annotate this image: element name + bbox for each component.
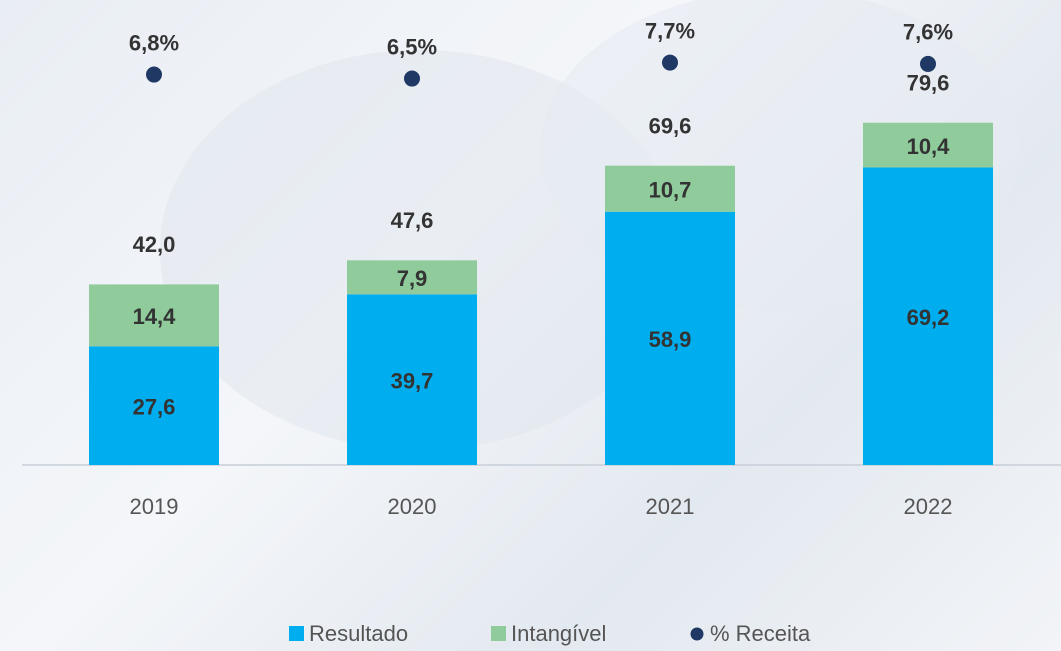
bar-segment bbox=[347, 260, 477, 295]
dot bbox=[146, 66, 162, 83]
value-label: 7,7% bbox=[645, 18, 695, 43]
dot bbox=[920, 55, 936, 72]
legend-marker bbox=[690, 627, 704, 641]
legend-label: Resultado bbox=[309, 621, 408, 646]
bar-segment bbox=[347, 294, 477, 465]
value-label: 14,4 bbox=[133, 304, 177, 329]
x-tick-label: 2020 bbox=[388, 494, 437, 519]
value-label: 6,8% bbox=[129, 30, 179, 55]
legend-label: Intangível bbox=[511, 621, 606, 646]
value-label: 7,9 bbox=[397, 266, 428, 291]
value-label: 58,9 bbox=[649, 327, 692, 352]
dot bbox=[662, 54, 678, 71]
total-label: 79,6 bbox=[907, 71, 950, 96]
value-label: 39,7 bbox=[391, 368, 434, 393]
bar-segment bbox=[605, 165, 735, 212]
value-label: 10,4 bbox=[907, 134, 951, 159]
bar-segment bbox=[89, 284, 219, 347]
value-label: 69,2 bbox=[907, 305, 950, 330]
legend-label: % Receita bbox=[710, 621, 811, 646]
dot bbox=[404, 70, 420, 87]
value-label: 7,6% bbox=[903, 20, 953, 45]
x-tick-label: 2021 bbox=[646, 494, 695, 519]
value-label: 10,7 bbox=[649, 178, 692, 203]
bar-segment bbox=[863, 122, 993, 168]
x-tick-label: 2022 bbox=[904, 494, 953, 519]
legend-marker bbox=[289, 626, 304, 641]
value-label: 6,5% bbox=[387, 34, 437, 59]
total-label: 69,6 bbox=[649, 114, 692, 139]
value-label: 27,6 bbox=[133, 394, 176, 419]
total-label: 47,6 bbox=[391, 208, 434, 233]
bar-segment bbox=[89, 346, 219, 465]
bar-segment bbox=[863, 167, 993, 465]
total-label: 42,0 bbox=[133, 232, 176, 257]
bar-segment bbox=[605, 211, 735, 465]
legend-marker bbox=[491, 626, 506, 641]
x-tick-label: 2019 bbox=[130, 494, 179, 519]
